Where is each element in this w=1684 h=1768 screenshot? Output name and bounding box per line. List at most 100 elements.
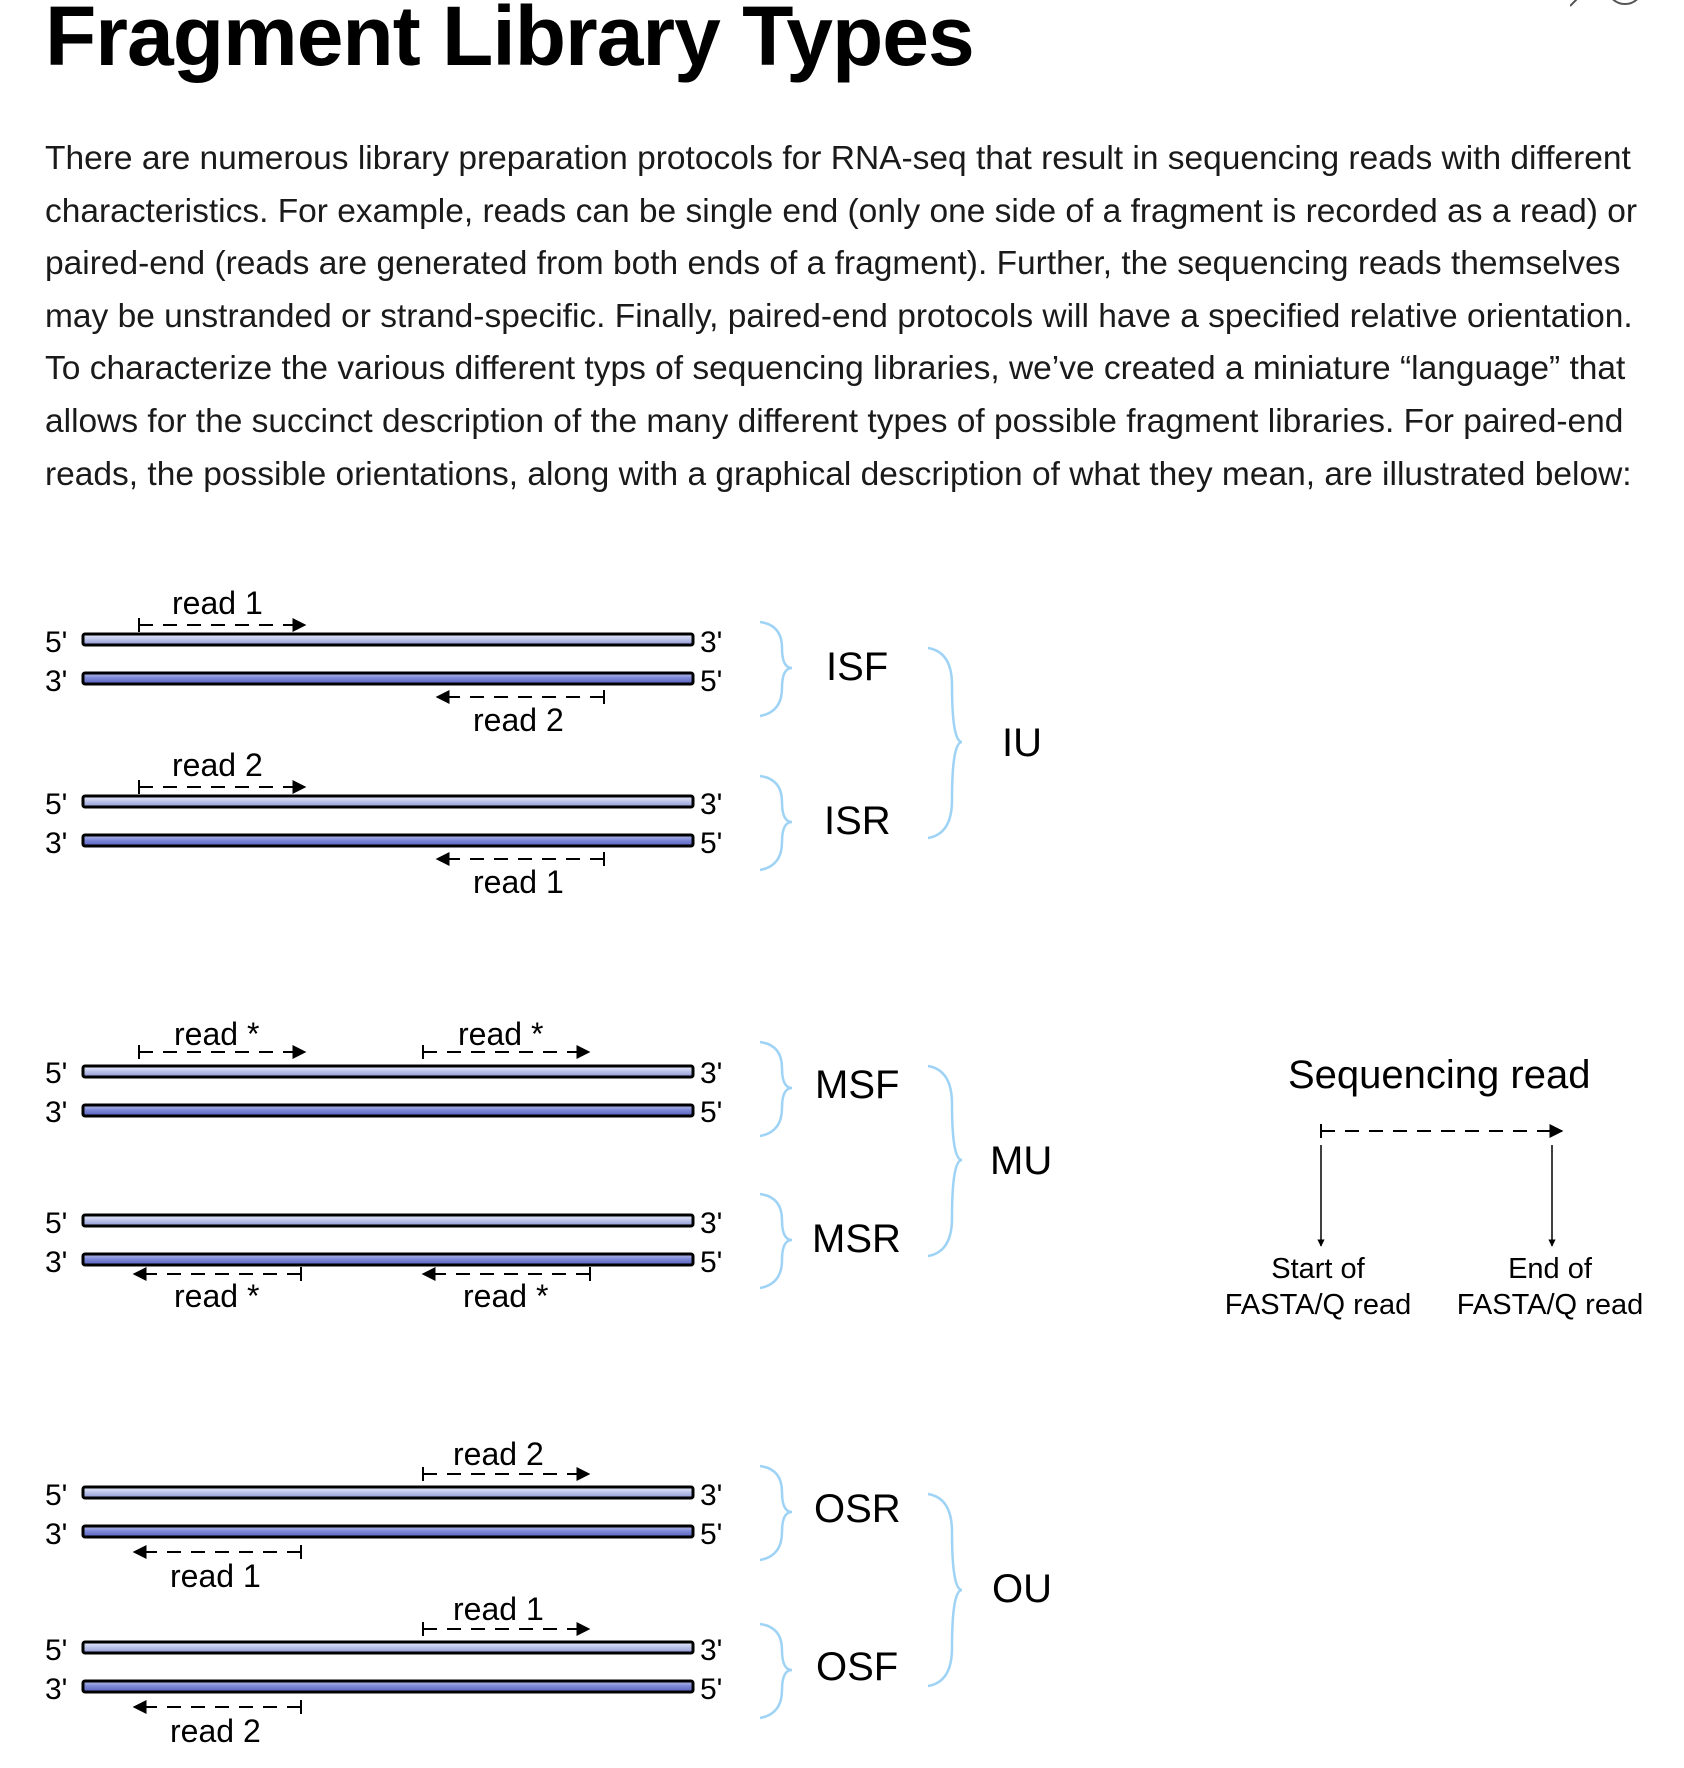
brace xyxy=(759,1040,793,1138)
info-icon xyxy=(1612,0,1638,5)
library-code-isr: ISR xyxy=(824,799,891,843)
isf-pair: read 1 5' 3' 3' 5' read 2 ISF xyxy=(45,585,888,738)
intro-paragraph: There are numerous library preparation p… xyxy=(45,140,1638,493)
library-code-osr: OSR xyxy=(814,1487,901,1531)
five-prime-label: 5' xyxy=(45,1479,67,1512)
forward-read-arrow xyxy=(422,1467,591,1481)
forward-read-arrow xyxy=(138,780,307,794)
three-prime-label: 3' xyxy=(45,1673,67,1706)
read-label: read 2 xyxy=(170,1713,261,1749)
three-prime-label: 3' xyxy=(700,1634,722,1667)
bottom-strand xyxy=(81,1103,695,1118)
five-prime-label: 5' xyxy=(700,1246,722,1279)
read-label: read 2 xyxy=(473,702,564,738)
top-strand xyxy=(81,1064,695,1079)
reverse-read-arrow xyxy=(132,1267,302,1281)
forward-read-arrow xyxy=(138,618,307,632)
osf-pair: read 1 5' 3' 3' 5' read 2 OSF xyxy=(45,1591,898,1749)
bottom-strand xyxy=(81,671,695,686)
reverse-read-arrow xyxy=(132,1545,302,1559)
bottom-strand xyxy=(81,1524,695,1539)
library-code-osf: OSF xyxy=(816,1645,898,1689)
top-strand xyxy=(81,794,695,809)
sequencing-read-legend: Sequencing read Start of FASTA/Q read En… xyxy=(1225,1053,1643,1321)
edit-icon xyxy=(1570,0,1578,7)
mu-group: read * read * 5' 3' 3' 5' MSF xyxy=(45,1016,1052,1314)
end-label: FASTA/Q read xyxy=(1457,1289,1643,1321)
brace xyxy=(759,774,793,872)
top-strand xyxy=(81,1213,695,1228)
five-prime-label: 5' xyxy=(45,1207,67,1240)
read-label: read 1 xyxy=(473,864,564,900)
group-brace xyxy=(927,1064,963,1258)
read-label: read * xyxy=(463,1278,548,1314)
five-prime-label: 5' xyxy=(700,827,722,860)
five-prime-label: 5' xyxy=(45,788,67,821)
msf-pair: read * read * 5' 3' 3' 5' MSF xyxy=(45,1016,899,1138)
reverse-read-arrow xyxy=(132,1700,302,1714)
read-label: read 2 xyxy=(453,1436,544,1472)
three-prime-label: 3' xyxy=(700,626,722,659)
five-prime-label: 5' xyxy=(700,1673,722,1706)
three-prime-label: 3' xyxy=(45,665,67,698)
reverse-read-arrow xyxy=(435,690,605,704)
osr-pair: read 2 5' 3' 3' 5' read 1 OSR xyxy=(45,1436,901,1594)
read-label: read * xyxy=(174,1016,259,1052)
library-code-msf: MSF xyxy=(815,1063,899,1107)
three-prime-label: 3' xyxy=(700,1057,722,1090)
legend-read-arrow xyxy=(1320,1124,1564,1138)
library-code-isf: ISF xyxy=(826,645,888,689)
page-title: Fragment Library Types xyxy=(45,0,975,83)
three-prime-label: 3' xyxy=(45,1518,67,1551)
five-prime-label: 5' xyxy=(45,1057,67,1090)
brace xyxy=(759,1622,793,1720)
msr-pair: 5' 3' 3' 5' read * read * MSR xyxy=(45,1192,901,1314)
library-code-mu: MU xyxy=(990,1139,1052,1183)
start-label: FASTA/Q read xyxy=(1225,1289,1411,1321)
library-code-ou: OU xyxy=(992,1567,1052,1611)
isr-pair: read 2 5' 3' 3' 5' read 1 ISR xyxy=(45,747,891,900)
library-code-iu: IU xyxy=(1002,721,1042,765)
five-prime-label: 5' xyxy=(700,665,722,698)
top-strand xyxy=(81,632,695,647)
start-label: Start of xyxy=(1271,1253,1365,1285)
brace xyxy=(759,620,793,718)
edit-info-icons[interactable] xyxy=(1570,0,1684,12)
iu-group: read 1 5' 3' 3' 5' read 2 ISF xyxy=(45,585,1042,900)
read-label: read 1 xyxy=(453,1591,544,1627)
three-prime-label: 3' xyxy=(45,1096,67,1129)
group-brace xyxy=(927,646,963,840)
read-label: read 1 xyxy=(170,1558,261,1594)
bottom-strand xyxy=(81,1679,695,1694)
read-label: read * xyxy=(458,1016,543,1052)
three-prime-label: 3' xyxy=(700,788,722,821)
top-strand xyxy=(81,1485,695,1500)
three-prime-label: 3' xyxy=(700,1207,722,1240)
three-prime-label: 3' xyxy=(700,1479,722,1512)
five-prime-label: 5' xyxy=(700,1096,722,1129)
read-label: read * xyxy=(174,1278,259,1314)
bottom-strand xyxy=(81,1252,695,1267)
group-brace xyxy=(927,1492,963,1688)
library-code-msr: MSR xyxy=(812,1217,901,1261)
legend-title: Sequencing read xyxy=(1288,1053,1590,1097)
three-prime-label: 3' xyxy=(45,1246,67,1279)
three-prime-label: 3' xyxy=(45,827,67,860)
brace xyxy=(759,1464,793,1562)
reverse-read-arrow xyxy=(421,1267,591,1281)
forward-read-arrow xyxy=(138,1045,307,1059)
read-label: read 1 xyxy=(172,585,263,621)
brace xyxy=(759,1192,793,1290)
five-prime-label: 5' xyxy=(45,1634,67,1667)
top-strand xyxy=(81,1640,695,1655)
read-label: read 2 xyxy=(172,747,263,783)
five-prime-label: 5' xyxy=(45,626,67,659)
five-prime-label: 5' xyxy=(700,1518,722,1551)
end-label: End of xyxy=(1508,1253,1593,1285)
reverse-read-arrow xyxy=(435,852,605,866)
forward-read-arrow xyxy=(422,1045,591,1059)
ou-group: read 2 5' 3' 3' 5' read 1 OSR xyxy=(45,1436,1052,1749)
forward-read-arrow xyxy=(422,1622,591,1636)
